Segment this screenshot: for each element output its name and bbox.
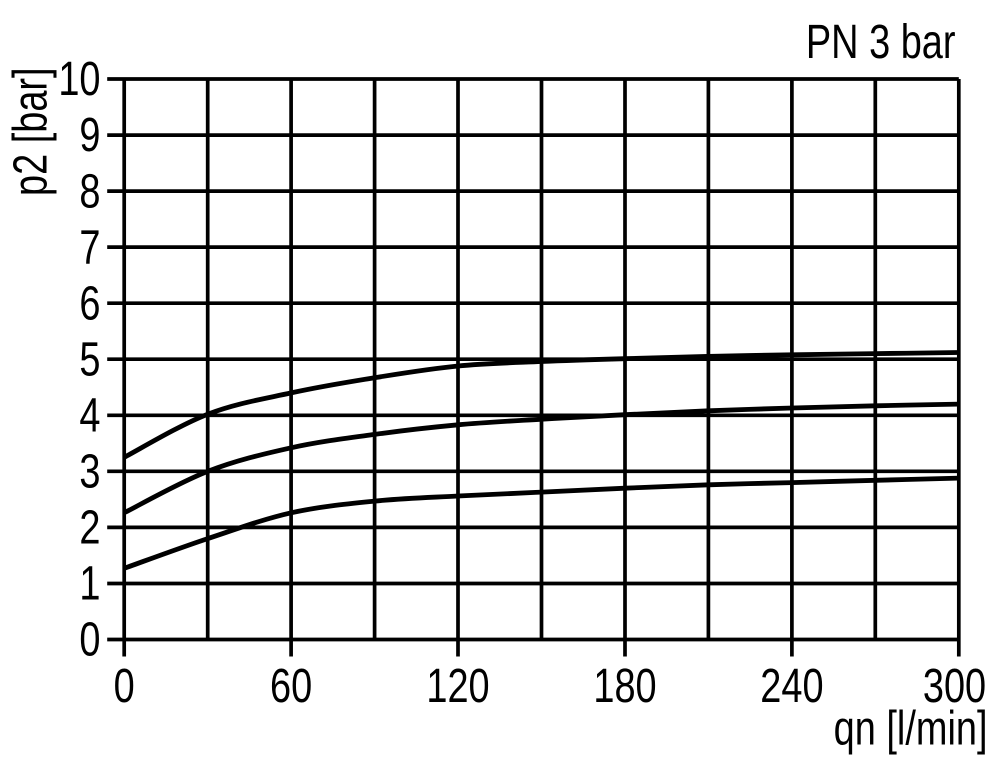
svg-text:60: 60 [270,660,312,713]
svg-text:0: 0 [79,614,100,667]
svg-text:PN 3 bar: PN 3 bar [806,16,956,69]
svg-text:9: 9 [79,109,100,162]
svg-text:10: 10 [58,53,100,106]
svg-text:1: 1 [79,558,100,611]
svg-text:4: 4 [79,389,100,442]
svg-text:qn [l/min]: qn [l/min] [834,702,988,755]
svg-text:180: 180 [593,660,656,713]
svg-text:5: 5 [79,333,100,386]
svg-text:p2 [bar]: p2 [bar] [4,67,57,196]
svg-text:120: 120 [426,660,489,713]
svg-text:7: 7 [79,221,100,274]
svg-text:2: 2 [79,501,100,554]
svg-text:6: 6 [79,277,100,330]
svg-text:300: 300 [923,660,986,713]
svg-text:8: 8 [79,165,100,218]
svg-text:240: 240 [760,660,823,713]
svg-text:3: 3 [79,445,100,498]
svg-text:0: 0 [114,660,135,713]
